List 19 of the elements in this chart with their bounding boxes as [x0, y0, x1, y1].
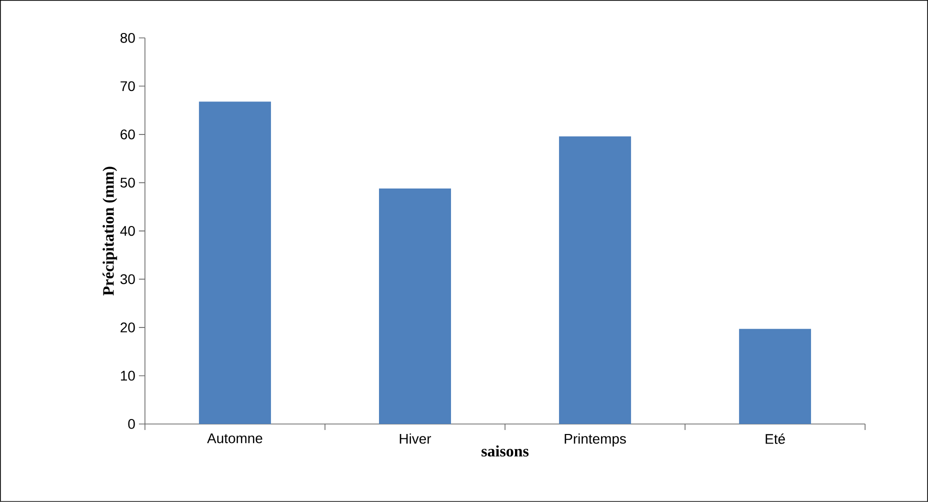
x-tick-label: Printemps — [564, 434, 626, 447]
y-tick-label: 10 — [120, 370, 135, 381]
y-tick-label: 80 — [120, 33, 135, 43]
bar — [198, 102, 271, 424]
bar — [378, 188, 452, 424]
y-tick-label: 20 — [120, 322, 135, 332]
x-tick-label: Eté — [766, 434, 785, 444]
y-tick-label: 70 — [120, 81, 135, 92]
bar — [559, 136, 632, 424]
x-tick-label: Hiver — [400, 434, 432, 444]
y-tick-label: 0 — [128, 419, 135, 429]
bar — [739, 328, 812, 424]
y-tick-label: 60 — [120, 130, 135, 140]
x-axis-title: saisons — [482, 445, 529, 457]
y-tick-label: 30 — [120, 274, 135, 284]
x-tick-label: Automne — [207, 434, 262, 444]
y-tick-label: 40 — [120, 226, 135, 236]
y-axis-title: Précipitation (mm) — [102, 166, 118, 296]
y-tick-label: 50 — [120, 178, 135, 188]
